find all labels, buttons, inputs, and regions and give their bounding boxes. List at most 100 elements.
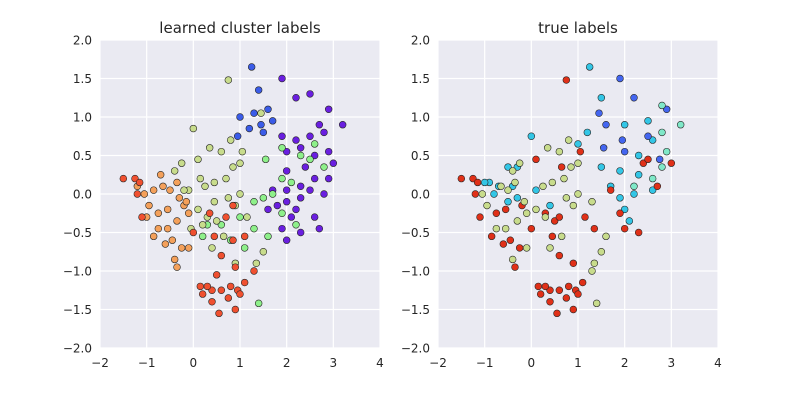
scatter-point (324, 147, 333, 156)
scatter-point (320, 128, 328, 137)
scatter-point (208, 244, 216, 252)
scatter-point (236, 159, 244, 167)
scatter-point (492, 209, 501, 217)
scatter-point (292, 136, 300, 144)
scatter-point (616, 194, 624, 202)
scatter-point (292, 94, 300, 102)
scatter-point (574, 140, 582, 148)
scatter-point (471, 190, 480, 198)
scatter-point (578, 278, 587, 287)
y-tick-label: 0.0 (411, 188, 430, 202)
scatter-point (205, 209, 214, 217)
scatter-point (658, 101, 666, 110)
scatter-point (273, 201, 282, 210)
scatter-point (574, 190, 582, 198)
scatter-point (310, 140, 319, 148)
scatter-point (240, 232, 249, 241)
y-tick-label: 0.5 (411, 149, 430, 163)
scatter-point (532, 186, 540, 194)
scatter-point (229, 163, 237, 171)
scatter-point (163, 205, 172, 214)
scatter-point (177, 159, 186, 167)
scatter-point (236, 290, 244, 298)
y-tick-label: −0.5 (63, 226, 92, 240)
scatter-point (210, 232, 219, 241)
scatter-point (499, 240, 508, 248)
chart-panel-learned-cluster-labels: learned cluster labels −2 −1 0 1 2 3 4 2.0 1.5 1.… (63, 19, 384, 370)
x-tick-label: 0 (528, 356, 536, 370)
scatter-point (520, 198, 529, 206)
scatter-point (250, 198, 258, 206)
x-tick-label: −1 (138, 356, 156, 370)
scatter-point (287, 213, 296, 221)
scatter-point (511, 178, 519, 187)
scatter-point (338, 120, 347, 129)
scatter-point (198, 232, 207, 241)
scatter-point (597, 163, 606, 171)
scatter-point (543, 144, 552, 152)
scatter-point (536, 290, 545, 298)
scatter-point (315, 224, 324, 233)
scatter-point (501, 205, 510, 214)
y-tick-label: −1.0 (401, 265, 430, 279)
scatter-point (634, 151, 643, 160)
scatter-point (238, 147, 247, 156)
scatter-point (257, 120, 265, 129)
scatter-point (278, 209, 286, 217)
scatter-point (243, 213, 251, 221)
scatter-point (163, 224, 172, 233)
scatter-point (257, 109, 265, 117)
scatter-point (658, 163, 666, 171)
x-tick-label: −2 (91, 356, 109, 370)
scatter-point (245, 124, 254, 133)
scatter-point (506, 236, 515, 244)
scatter-point (282, 186, 291, 194)
scatter-point (548, 232, 557, 241)
x-tick-label: 3 (330, 356, 338, 370)
scatter-point (278, 224, 286, 233)
scatter-point (473, 178, 482, 187)
scatter-point (133, 190, 142, 198)
scatter-point (310, 174, 319, 183)
scatter-point (170, 167, 179, 175)
scatter-point (658, 128, 666, 137)
scatter-point (599, 144, 608, 152)
scatter-point (501, 224, 510, 233)
scatter-point (264, 232, 272, 241)
scatter-point (576, 147, 585, 156)
scatter-point (320, 190, 328, 198)
scatter-point (457, 174, 466, 183)
scatter-point (189, 124, 198, 133)
scatter-point (630, 94, 638, 102)
scatter-point (602, 232, 610, 241)
scatter-point (261, 155, 270, 164)
scatter-point (138, 213, 146, 221)
scatter-point (282, 198, 291, 206)
scatter-point (145, 201, 153, 210)
scatter-point (236, 213, 244, 221)
scatter-point (546, 298, 554, 306)
scatter-point (240, 244, 249, 252)
scatter-point (504, 186, 512, 194)
scatter-point (219, 232, 228, 241)
y-tick-label: −1.0 (63, 265, 92, 279)
scatter-point (264, 105, 272, 114)
scatter-point (569, 259, 578, 267)
scatter-point (620, 224, 629, 233)
scatter-point (156, 171, 165, 179)
scatter-point (555, 251, 564, 260)
scatter-point (224, 194, 233, 202)
scatter-point (282, 236, 291, 244)
scatter-point (676, 120, 685, 129)
scatter-point (292, 205, 300, 214)
scatter-point (250, 109, 258, 117)
scatter-point (564, 136, 573, 144)
scatter-point (532, 155, 540, 164)
scatter-point (236, 190, 244, 198)
scatter-point (597, 94, 606, 102)
scatter-point (154, 224, 163, 233)
x-tick-label: 4 (376, 356, 384, 370)
scatter-point (644, 155, 652, 164)
scatter-point (119, 174, 128, 183)
